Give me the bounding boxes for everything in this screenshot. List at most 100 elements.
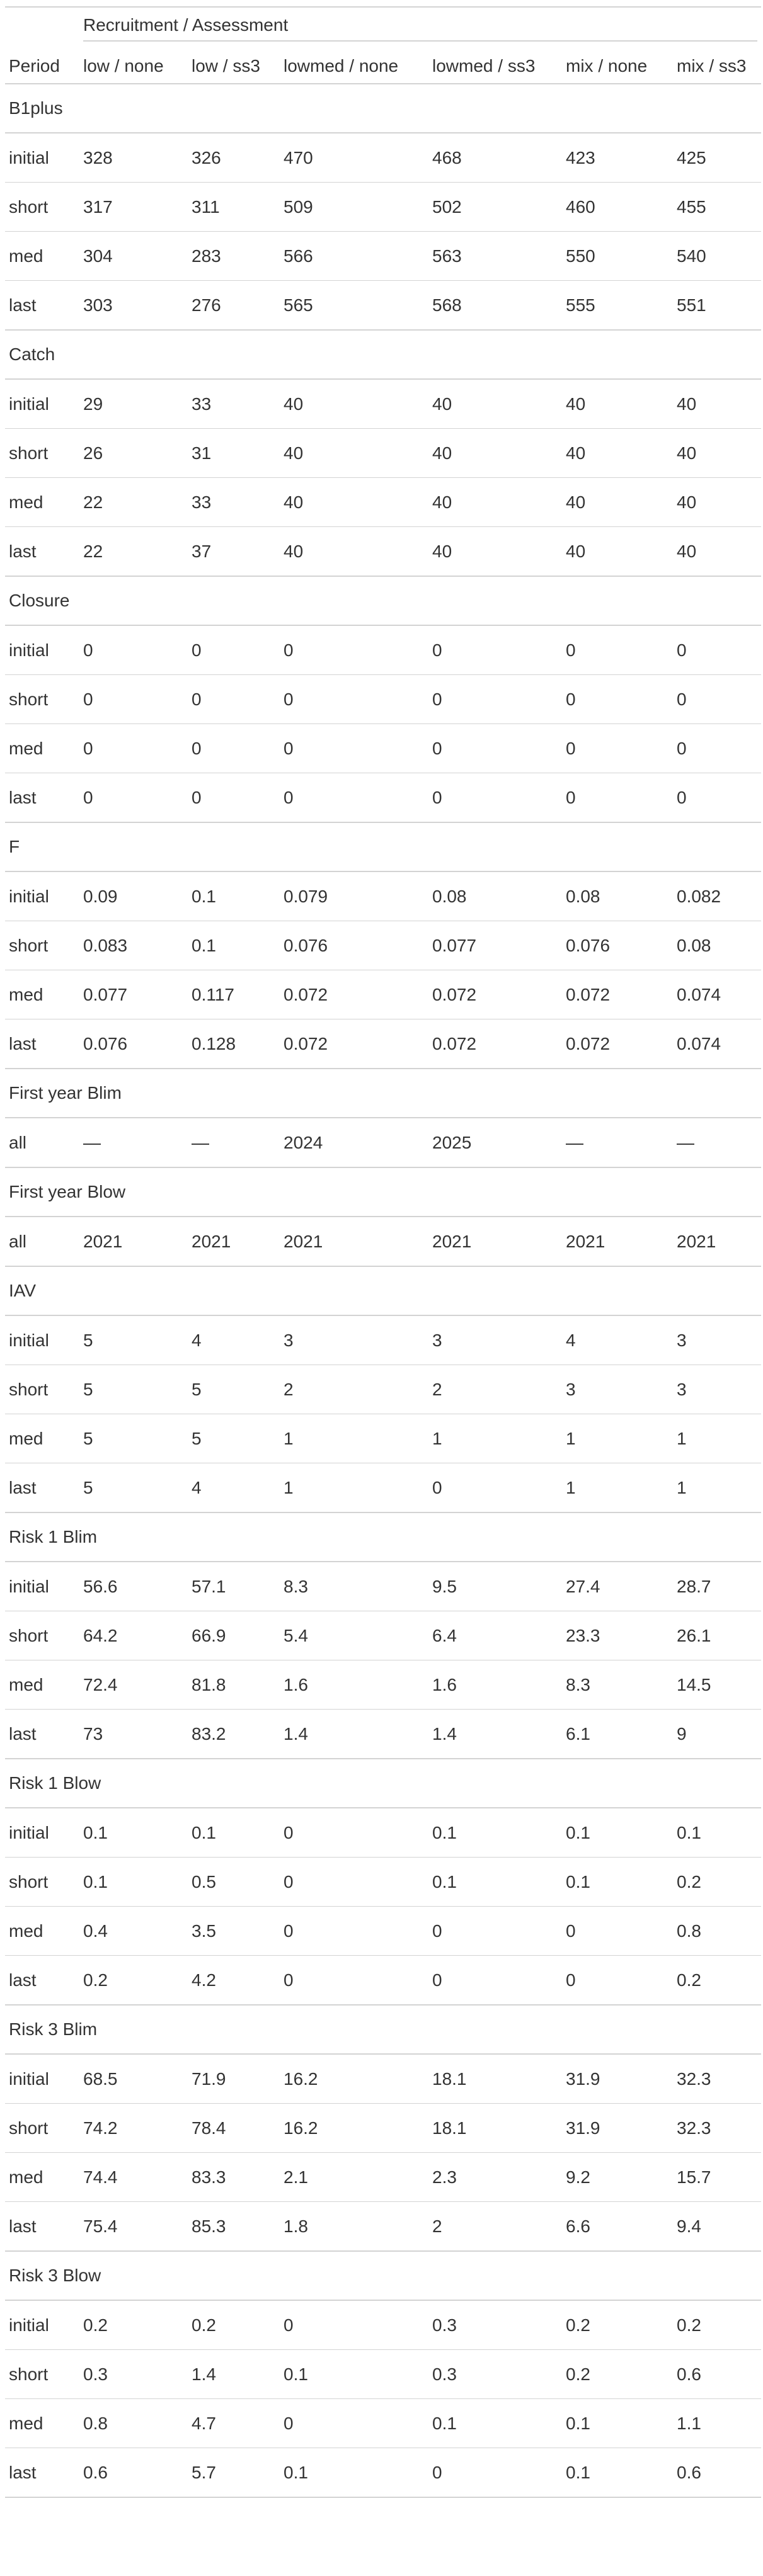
row-period-label: short <box>5 2349 79 2399</box>
group-header-row: F <box>5 822 762 872</box>
table-cell: 0.1 <box>280 2349 428 2399</box>
table-cell: 22 <box>79 526 188 576</box>
column-header-row: Period low / none low / ss3 lowmed / non… <box>5 49 762 84</box>
table-cell: 3 <box>428 1315 562 1365</box>
table-cell: 40 <box>428 526 562 576</box>
row-period-label: short <box>5 1365 79 1414</box>
group-header-row: IAV <box>5 1266 762 1316</box>
table-cell: 509 <box>280 182 428 232</box>
table-cell: 0 <box>428 1906 562 1956</box>
table-cell: 0.2 <box>673 1955 762 2005</box>
table-cell: 0 <box>428 1463 562 1512</box>
table-cell: 0.3 <box>428 2300 562 2350</box>
table-cell: 2024 <box>280 1117 428 1167</box>
table-cell: 0.2 <box>673 2300 762 2350</box>
row-period-label: initial <box>5 378 79 429</box>
table-cell: 0 <box>280 1955 428 2005</box>
results-table: Recruitment / Assessment Period low / no… <box>5 6 762 2498</box>
table-cell: 0 <box>428 625 562 675</box>
table-cell: 15.7 <box>673 2152 762 2202</box>
table-cell: 0 <box>428 773 562 822</box>
table-cell: 0.072 <box>428 1019 562 1069</box>
row-period-label: last <box>5 526 79 576</box>
table-cell: 40 <box>280 477 428 527</box>
table-cell: 2021 <box>428 1216 562 1266</box>
table-row: all — —2024 2025— — <box>5 1117 762 1167</box>
table-row: med 72.4 81.8 1.6 1.6 8.3 14.5 <box>5 1660 762 1710</box>
table-cell: 0.1 <box>428 1807 562 1858</box>
table-cell: 78.4 <box>188 2103 280 2153</box>
table-cell: 5 <box>79 1365 188 1414</box>
row-period-label: med <box>5 1414 79 1463</box>
table-cell: 0 <box>562 773 673 822</box>
table-row: med 304 283 566 563 550 540 <box>5 231 762 281</box>
table-row: short 317 311 509 502 460 455 <box>5 182 762 232</box>
table-cell: 6.4 <box>428 1611 562 1660</box>
table-cell: 468 <box>428 132 562 183</box>
table-cell: 2 <box>428 1365 562 1414</box>
table-row: med 5 5 1 1 1 1 <box>5 1414 762 1463</box>
row-period-label: initial <box>5 1561 79 1611</box>
table-cell: 64.2 <box>79 1611 188 1660</box>
table-cell: 317 <box>79 182 188 232</box>
table-cell: 0.1 <box>428 2398 562 2448</box>
group-label: B1plus <box>5 83 762 133</box>
table-cell: 40 <box>562 378 673 429</box>
group-header-row: First year Blim <box>5 1068 762 1118</box>
table-cell: 2021 <box>188 1216 280 1266</box>
table-cell: 40 <box>562 477 673 527</box>
table-row: short 0.3 1.4 0.1 0.3 0.2 0.6 <box>5 2349 762 2399</box>
row-period-label: initial <box>5 625 79 675</box>
table-cell: 0.074 <box>673 1019 762 1069</box>
table-cell: 423 <box>562 132 673 183</box>
table-cell: 0.1 <box>79 1807 188 1858</box>
group-header-row: First year Blow <box>5 1167 762 1217</box>
table-cell: 33 <box>188 378 280 429</box>
table-cell: 0 <box>428 723 562 773</box>
table-row: initial 5 4 3 3 4 3 <box>5 1315 762 1365</box>
table-cell: 0.1 <box>188 871 280 921</box>
group-label: F <box>5 822 762 872</box>
table-cell: 2.3 <box>428 2152 562 2202</box>
table-cell: 425 <box>673 132 762 183</box>
table-cell: 1.4 <box>428 1709 562 1759</box>
table-cell: 0 <box>673 674 762 724</box>
table-cell: 40 <box>673 477 762 527</box>
table-cell: 37 <box>188 526 280 576</box>
column-header: lowmed / none <box>280 49 428 84</box>
group-header-row: Catch <box>5 329 762 380</box>
table-row: initial 0 0 0 0 0 0 <box>5 625 762 675</box>
row-period-label: med <box>5 2152 79 2202</box>
group-label: Risk 1 Blim <box>5 1512 762 1562</box>
row-period-label: initial <box>5 2053 79 2104</box>
group-label: Risk 3 Blow <box>5 2250 762 2301</box>
table-cell: 2021 <box>673 1216 762 1266</box>
stub-header: Period <box>5 49 79 84</box>
table-body: B1plus initial 328 326 470 468 423 425 short 317 3… <box>5 83 762 2498</box>
table-cell: 3.5 <box>188 1906 280 1956</box>
table-row: last 73 83.2 1.4 1.4 6.1 9 <box>5 1709 762 1759</box>
table-row: initial 56.6 57.1 8.3 9.5 27.4 28.7 <box>5 1561 762 1611</box>
table-cell: 0.1 <box>188 921 280 970</box>
table-cell: 0 <box>188 674 280 724</box>
table-row: initial 0.2 0.2 0 0.3 0.2 0.2 <box>5 2300 762 2350</box>
table-cell: 0.1 <box>562 2448 673 2498</box>
table-cell: 0 <box>673 625 762 675</box>
table-cell: 0 <box>188 625 280 675</box>
table-row: last 303 276 565 568 555 551 <box>5 280 762 330</box>
table-row: all 2021 2021 2021 2021 2021 2021 <box>5 1216 762 1266</box>
table-row: short 26 31 40 40 40 40 <box>5 428 762 478</box>
table-cell: 0 <box>562 1906 673 1956</box>
table-cell: 0.076 <box>79 1019 188 1069</box>
table-cell: 18.1 <box>428 2103 562 2153</box>
table-cell: 40 <box>280 526 428 576</box>
table-cell: 1.4 <box>280 1709 428 1759</box>
table-cell: 40 <box>673 526 762 576</box>
table-cell: 3 <box>562 1365 673 1414</box>
table-cell: 68.5 <box>79 2053 188 2104</box>
table-cell: 31.9 <box>562 2053 673 2104</box>
table-row: short 64.2 66.9 5.4 6.4 23.3 26.1 <box>5 1611 762 1660</box>
table-row: med 74.4 83.3 2.1 2.3 9.2 15.7 <box>5 2152 762 2202</box>
table-cell: 3 <box>280 1315 428 1365</box>
table-cell: 0.083 <box>79 921 188 970</box>
